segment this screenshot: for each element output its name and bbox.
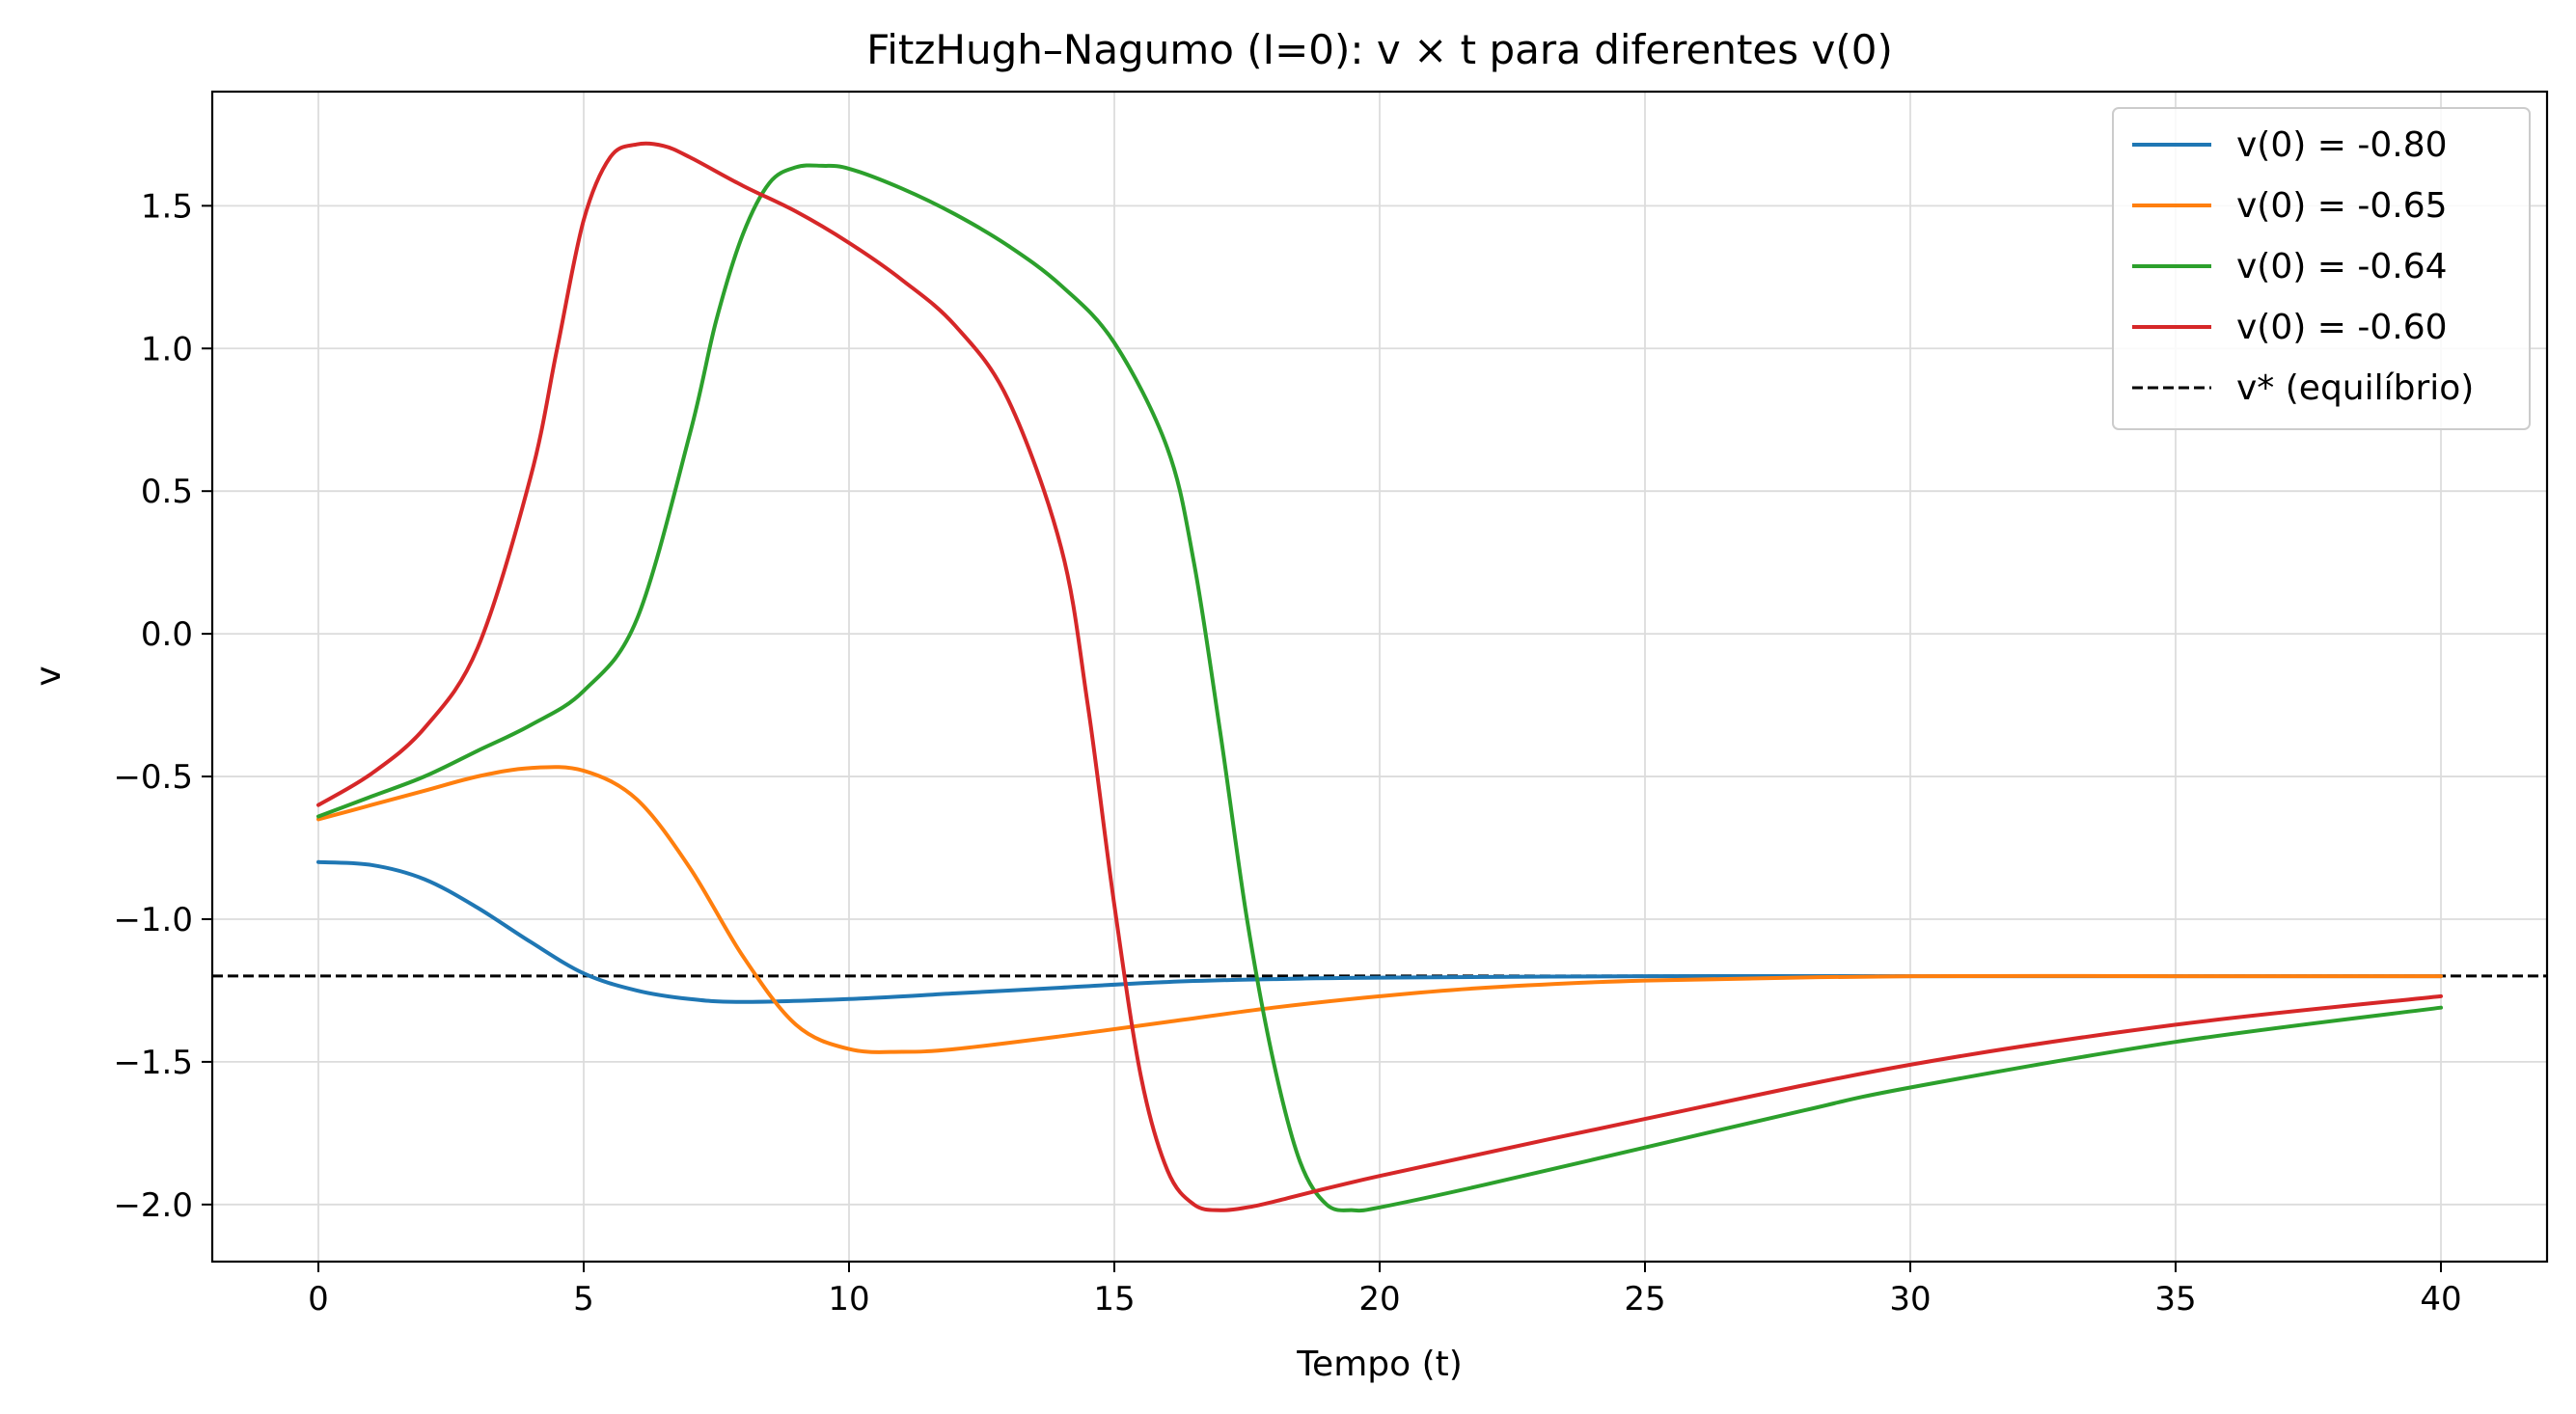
x-tick-label-0: 0 [308, 1280, 329, 1319]
y-tick-label-2: −1.0 [113, 901, 193, 939]
y-axis-label: v [29, 666, 69, 686]
series-line-1 [316, 765, 2443, 1054]
x-tick-label-6: 30 [1889, 1280, 1931, 1319]
y-tick-label-7: 1.5 [141, 187, 193, 226]
x-tick-label-3: 15 [1093, 1280, 1135, 1319]
y-tick-label-1: −1.5 [113, 1044, 193, 1082]
y-tick-label-5: 0.5 [141, 473, 193, 511]
legend-box [2112, 107, 2531, 430]
legend-label-4: v* (equilíbrio) [2236, 368, 2474, 408]
x-tick-label-8: 40 [2420, 1280, 2461, 1319]
series-line-2 [316, 163, 2443, 1213]
y-tick-label-4: 0.0 [141, 615, 193, 654]
series-lines [316, 141, 2443, 1213]
x-tick-label-1: 5 [573, 1280, 594, 1319]
y-tick-label-6: 1.0 [141, 330, 193, 368]
grid [212, 92, 2547, 1262]
y-tick-label-3: −0.5 [113, 758, 193, 797]
x-tick-label-5: 25 [1624, 1280, 1665, 1319]
legend-label-2: v(0) = -0.64 [2236, 247, 2448, 286]
chart-title: FitzHugh–Nagumo (I=0): v × t para difere… [866, 26, 1893, 73]
axis-ticks: 0 5 10 15 20 25 30 35 40 −2.0 −1.5 −1.0 −0.5 0.0 0.5 1.… [113, 187, 2461, 1319]
legend: v(0) = -0.80 v(0) = -0.65 v(0) = -0.64 v(0)… [2112, 107, 2531, 430]
x-tick-label-7: 35 [2154, 1280, 2196, 1319]
y-tick-label-0: −2.0 [113, 1186, 193, 1225]
x-tick-label-2: 10 [828, 1280, 869, 1319]
legend-label-1: v(0) = -0.65 [2236, 186, 2448, 226]
x-tick-label-4: 20 [1358, 1280, 1400, 1319]
legend-label-3: v(0) = -0.60 [2236, 308, 2448, 347]
x-axis-label: Tempo (t) [1296, 1345, 1463, 1384]
series-line-3 [316, 141, 2443, 1212]
legend-label-0: v(0) = -0.80 [2236, 125, 2448, 165]
